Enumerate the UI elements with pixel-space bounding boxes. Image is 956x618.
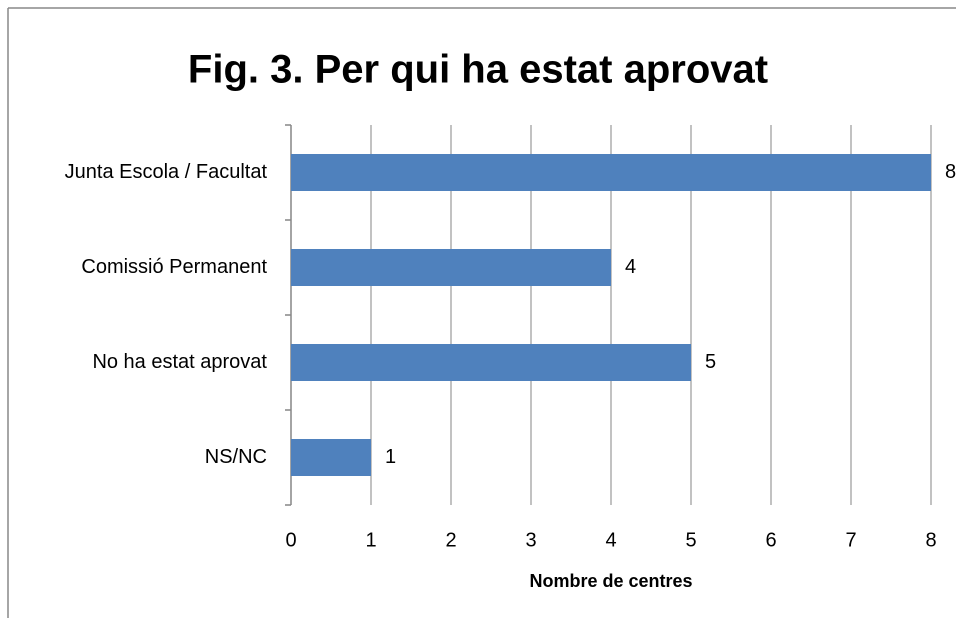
x-tick-label: 1 [365, 529, 376, 551]
bar [291, 249, 611, 286]
data-label: 1 [385, 446, 396, 468]
x-tick-label: 7 [845, 529, 856, 551]
x-tick-label: 5 [685, 529, 696, 551]
bar [291, 439, 371, 476]
y-tick-label: Comissió Permanent [81, 256, 267, 278]
x-tick-label: 2 [445, 529, 456, 551]
x-tick-label: 4 [605, 529, 616, 551]
x-tick-label: 6 [765, 529, 776, 551]
data-label: 4 [625, 256, 636, 278]
x-tick-label: 8 [925, 529, 936, 551]
x-tick-label: 3 [525, 529, 536, 551]
y-tick-label: NS/NC [205, 446, 267, 468]
bar [291, 154, 931, 191]
x-tick-label: 0 [285, 529, 296, 551]
y-tick-label: Junta Escola / Facultat [65, 161, 268, 183]
y-tick-label: No ha estat aprovat [92, 351, 267, 373]
chart-title: Fig. 3. Per qui ha estat aprovat [188, 48, 768, 92]
data-label: 5 [705, 351, 716, 373]
x-axis-title: Nombre de centres [529, 571, 692, 591]
data-label: 8 [945, 161, 956, 183]
bar [291, 344, 691, 381]
